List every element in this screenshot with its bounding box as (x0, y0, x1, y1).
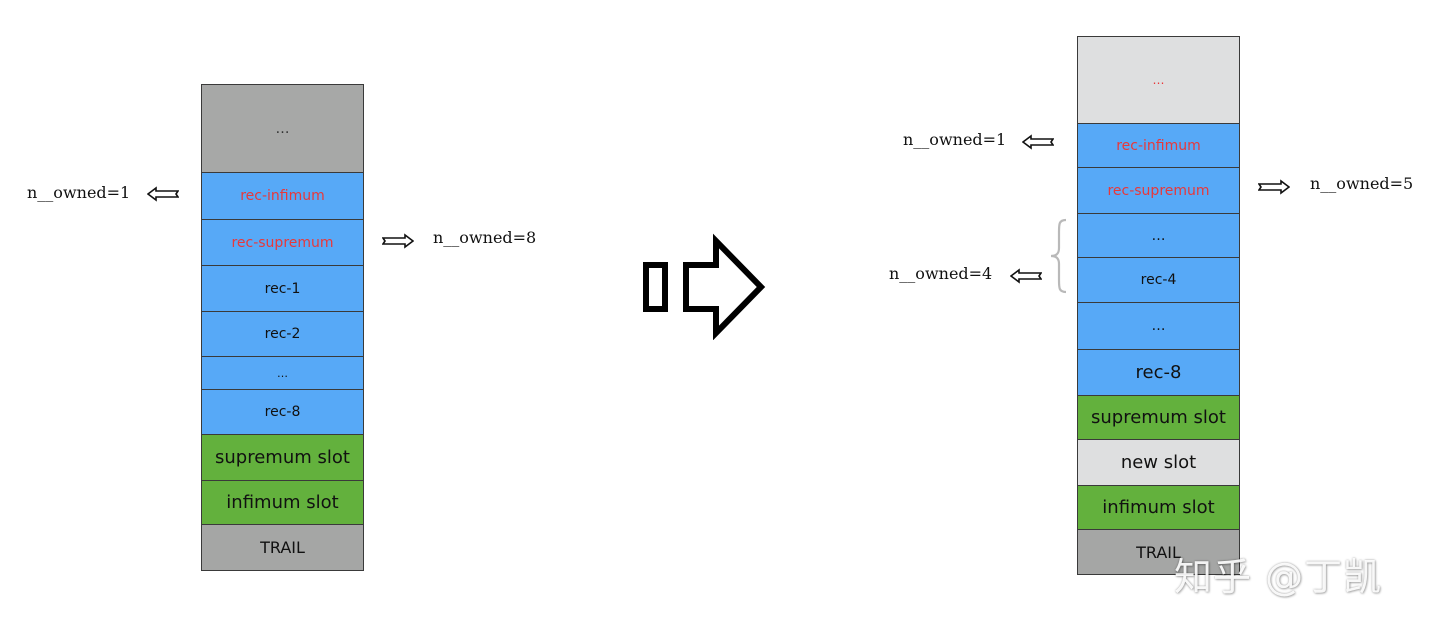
left-rec-2: rec-2 (202, 311, 363, 356)
right-trail: TRAIL (1078, 529, 1239, 574)
left-rec-ellipsis: … (202, 356, 363, 389)
right-infimum-slot: infimum slot (1078, 485, 1239, 529)
left-arrow-pointing-left-icon (147, 186, 179, 202)
right-rec-4: rec-4 (1078, 257, 1239, 302)
left-infimum-slot: infimum slot (202, 480, 363, 524)
right-page-stack: … rec-infimum rec-supremum … rec-4 … rec… (1077, 36, 1240, 575)
left-supremum-slot: supremum slot (202, 434, 363, 480)
watermark: 知乎 @丁凯 (1174, 555, 1383, 599)
right-new-slot: new slot (1078, 439, 1239, 485)
left-rec-1: rec-1 (202, 265, 363, 311)
left-trail: TRAIL (202, 524, 363, 570)
right-supremum-owned-label: n__owned=5 (1310, 174, 1414, 193)
right-new-slot-owned-label: n__owned=4 (889, 264, 993, 283)
left-supremum-owned-label: n__owned=8 (433, 228, 537, 247)
left-arrow-pointing-right-icon (382, 233, 414, 249)
left-top-cell: … (202, 85, 363, 172)
right-rec-8: rec-8 (1078, 349, 1239, 395)
left-page-stack: … rec-infimum rec-supremum rec-1 rec-2 …… (201, 84, 364, 571)
right-rec-ellipsis-1: … (1078, 213, 1239, 257)
right-rec-supremum: rec-supremum (1078, 167, 1239, 213)
left-infimum-owned-label: n__owned=1 (27, 183, 131, 202)
left-rec-infimum: rec-infimum (202, 172, 363, 219)
right-infimum-owned-label: n__owned=1 (903, 130, 1007, 149)
right-supremum-slot: supremum slot (1078, 395, 1239, 439)
right-rec-ellipsis-2: … (1078, 302, 1239, 349)
curly-brace-icon (1050, 218, 1067, 294)
right-arrow-pointing-left-icon-1 (1022, 134, 1054, 150)
right-arrow-pointing-right-icon (1258, 179, 1290, 195)
transition-arrow-icon (643, 233, 766, 340)
right-rec-infimum: rec-infimum (1078, 123, 1239, 167)
right-arrow-pointing-left-icon-2 (1010, 268, 1042, 284)
left-rec-8: rec-8 (202, 389, 363, 434)
right-top-cell: … (1078, 37, 1239, 123)
left-rec-supremum: rec-supremum (202, 219, 363, 265)
